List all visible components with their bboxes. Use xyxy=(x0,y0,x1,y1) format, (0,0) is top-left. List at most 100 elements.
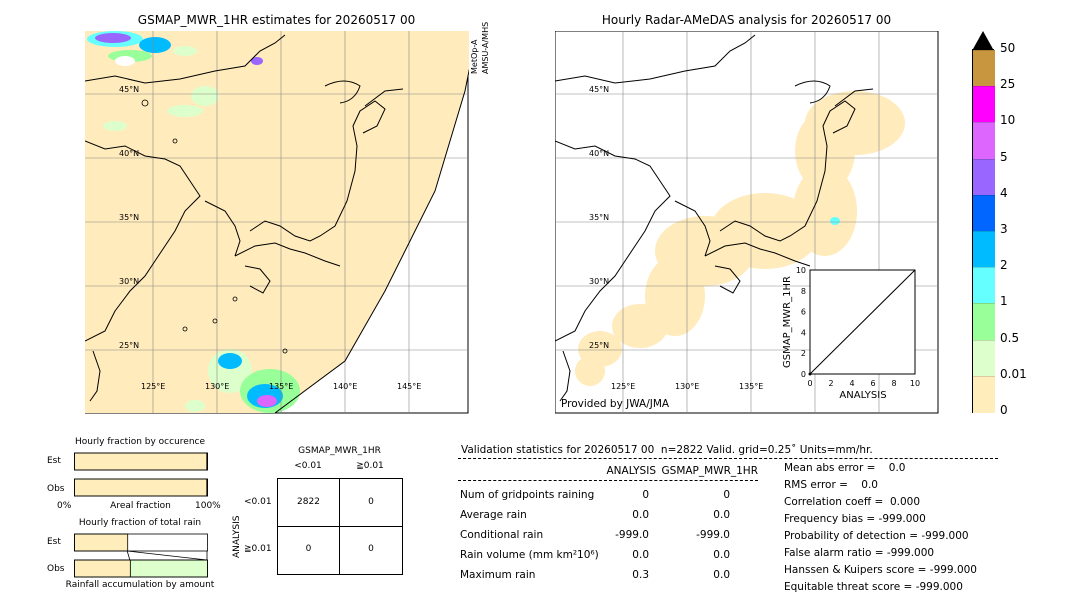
colorbar-segment xyxy=(973,158,995,196)
occurence-bar-segment xyxy=(74,452,208,471)
colorbar-label: 2 xyxy=(1000,258,1008,273)
contingency-col-header: ≧0.01 xyxy=(356,461,384,471)
radar-coverage xyxy=(575,91,905,386)
lat-label: 35°N xyxy=(119,213,139,222)
total-rain-bar-segment xyxy=(74,533,129,552)
contingency-col-header: <0.01 xyxy=(294,461,322,471)
colorbar-label: 25 xyxy=(1000,77,1016,92)
tot-est-label: Est xyxy=(47,537,61,547)
total-rain-bar-segment xyxy=(74,559,131,578)
score-line: False alarm ratio = -999.000 xyxy=(784,547,935,559)
colorbar-label: 50 xyxy=(1000,41,1016,55)
tot-xlabel: Rainfall accumulation by amount xyxy=(65,580,215,590)
left-map: 45°N 40°N 35°N 30°N 25°N 125°E 130°E 135… xyxy=(85,31,469,414)
inset-xtick: 6 xyxy=(870,379,875,388)
rain-patches xyxy=(87,31,300,413)
occurence-bars xyxy=(74,452,208,497)
colorbar-segment xyxy=(973,303,995,341)
lat-label: 25°N xyxy=(119,341,139,350)
col-analysis-header: ANALYSIS xyxy=(606,465,656,477)
colorbar-segment xyxy=(973,231,995,269)
stat-analysis-value: 0 xyxy=(642,489,649,501)
colorbar-label: 0.01 xyxy=(1000,366,1027,381)
lat-label: 40°N xyxy=(119,149,139,158)
contingency-row-header: <0.01 xyxy=(244,497,272,507)
lon-label: 125°E xyxy=(141,382,165,391)
colorbar xyxy=(972,30,995,414)
lon-label: 145°E xyxy=(397,382,421,391)
occ-xtick-left: 0% xyxy=(57,501,72,511)
contingency-cell: 0 xyxy=(305,544,312,554)
stat-gsmap-value: -999.0 xyxy=(696,529,730,541)
lat-label: 40°N xyxy=(589,149,609,158)
stat-gsmap-value: 0 xyxy=(723,489,730,501)
stat-label: Average rain xyxy=(460,509,527,521)
colorbar-label: 5 xyxy=(1000,149,1008,164)
colorbar-label: 0 xyxy=(1000,403,1008,417)
inset-ylabel: GSMAP_MWR_1HR xyxy=(782,276,793,368)
validation-header: Validation statistics for 20260517 00 n=… xyxy=(461,444,873,456)
stat-gsmap-value: 0.0 xyxy=(713,569,730,581)
colorbar-segment xyxy=(973,339,995,377)
inset-ytick: 0 xyxy=(801,370,806,379)
score-line: RMS error = 0.0 xyxy=(784,479,878,491)
inset-ytick: 8 xyxy=(801,287,806,296)
total-rain-connector xyxy=(127,550,208,561)
lat-label: 35°N xyxy=(589,213,609,222)
inset-xtick: 4 xyxy=(849,379,854,388)
inset-ytick: 6 xyxy=(801,308,806,317)
lat-label: 30°N xyxy=(589,277,609,286)
inset-xtick: 8 xyxy=(891,379,896,388)
score-line: Hanssen & Kuipers score = -999.000 xyxy=(784,564,977,576)
colorbar-segment xyxy=(973,50,995,88)
colorbar-segment xyxy=(973,375,995,413)
colorbar-segment xyxy=(973,194,995,232)
provider-credit: Provided by JWA/JMA xyxy=(561,398,670,410)
inset-xtick: 2 xyxy=(828,379,833,388)
stat-analysis-value: -999.0 xyxy=(615,529,649,541)
inset-point xyxy=(808,372,812,376)
colorbar-segment xyxy=(973,86,995,124)
contingency-title: GSMAP_MWR_1HR xyxy=(298,446,381,456)
occ-est-label: Est xyxy=(47,456,61,466)
sensor-label: AMSU-A/MHS xyxy=(481,21,490,74)
occ-obs-label: Obs xyxy=(47,484,65,494)
lon-label: 130°E xyxy=(675,382,699,391)
coastlines xyxy=(85,34,404,402)
inset-scatter: 0 2 4 6 8 10 0 2 4 6 8 10 ANALYSIS GSMAP_MWR_1HR xyxy=(782,266,920,401)
lon-label: 130°E xyxy=(205,382,229,391)
lat-label: 30°N xyxy=(119,277,139,286)
inset-ytick: 4 xyxy=(801,328,806,337)
colorbar-label: 4 xyxy=(1000,185,1008,200)
left-map-title: GSMAP_MWR_1HR estimates for 20260517 00 xyxy=(137,13,416,27)
score-line: Probability of detection = -999.000 xyxy=(784,530,969,542)
occurence-bar-frame xyxy=(74,478,208,497)
total-rain-title: Hourly fraction of total rain xyxy=(78,518,202,528)
coastlines xyxy=(555,34,874,402)
lon-label: 140°E xyxy=(333,382,357,391)
occurence-title: Hourly fraction by occurence xyxy=(74,437,206,447)
right-map: 45°N 40°N 35°N 30°N 25°N 125°E 130°E 135… xyxy=(555,31,939,414)
inset-reference-line xyxy=(809,269,916,375)
stat-analysis-value: 0.3 xyxy=(632,569,649,581)
lon-label: 125°E xyxy=(611,382,635,391)
inset-ytick: 10 xyxy=(796,266,806,275)
inset-xlabel: ANALYSIS xyxy=(839,390,886,401)
lat-label: 45°N xyxy=(589,85,609,94)
occurence-bar-frame xyxy=(74,452,208,471)
score-line: Correlation coeff = 0.000 xyxy=(784,496,920,508)
contingency-table: 2822 0 0 0 xyxy=(277,478,403,575)
occ-xtick-right: 100% xyxy=(195,501,221,511)
colorbar-segment xyxy=(973,267,995,305)
colorbar-label: 0.5 xyxy=(1000,330,1020,345)
colorbar-label: 3 xyxy=(1000,222,1008,236)
inset-ytick: 2 xyxy=(801,349,806,358)
stat-analysis-value: 0.0 xyxy=(632,549,649,561)
colorbar-overflow-triangle xyxy=(973,31,993,49)
occ-xlabel: Areal fraction xyxy=(110,501,171,511)
contingency-cell: 2822 xyxy=(297,497,320,507)
colorbar-label: 1 xyxy=(1000,294,1008,309)
lon-label: 135°E xyxy=(269,382,293,391)
score-line: Mean abs error = 0.0 xyxy=(784,462,906,474)
score-line: Equitable threat score = -999.000 xyxy=(784,581,963,593)
